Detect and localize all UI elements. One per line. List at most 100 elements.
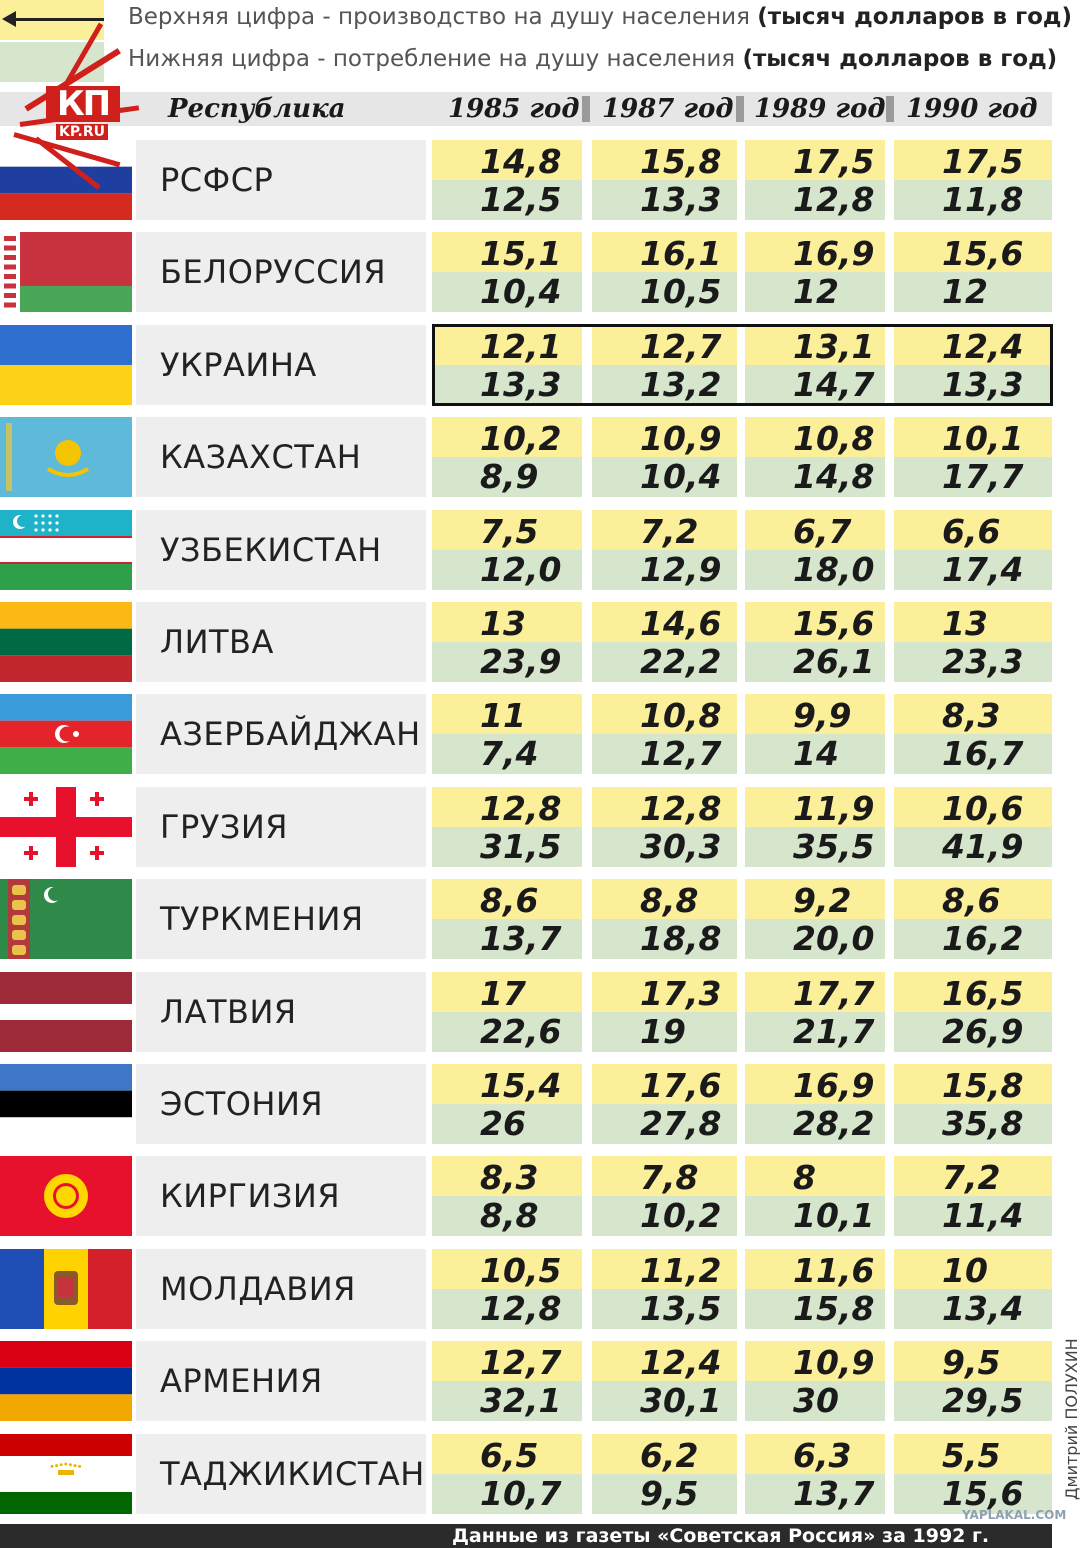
consumption-value: 30 bbox=[793, 1381, 839, 1421]
republic-cell: УКРАИНА bbox=[136, 324, 426, 405]
republic-cell: ЛАТВИЯ bbox=[136, 971, 426, 1052]
consumption-value: 22,2 bbox=[640, 642, 722, 681]
table-row: РСФСР 14,8 12,5 15,8 13,3 17,5 12,8 17,5 11,8 bbox=[0, 140, 1052, 220]
production-value: 10,5 bbox=[480, 1250, 562, 1290]
table-row: ТАДЖИКИСТАН 6,5 10,7 6,2 9,5 6,3 13,7 5,5 15,6 bbox=[0, 1433, 1052, 1514]
value-cell: 12,7 32,1 bbox=[432, 1341, 582, 1422]
header-year-1985: 1985 год bbox=[448, 94, 580, 124]
value-cell: 10,1 17,7 bbox=[894, 417, 1052, 498]
value-cell: 15,6 12 bbox=[894, 232, 1052, 313]
value-cell: 8 10,1 bbox=[745, 1156, 885, 1237]
republic-name: ТУРКМЕНИЯ bbox=[160, 900, 364, 939]
production-value: 8,6 bbox=[480, 881, 539, 921]
production-value: 12,7 bbox=[480, 1343, 562, 1383]
russia-flag-icon bbox=[0, 140, 132, 220]
value-cell: 7,5 12,0 bbox=[432, 509, 582, 590]
consumption-value: 9,5 bbox=[640, 1473, 699, 1513]
republic-name: БЕЛОРУССИЯ bbox=[160, 253, 387, 292]
table-row: ЛИТВА 13 23,9 14,6 22,2 15,6 26,1 13 23,3 bbox=[0, 602, 1052, 682]
value-cell: 12,8 31,5 bbox=[432, 786, 582, 867]
header-republic: Республика bbox=[168, 94, 346, 124]
production-value: 10,1 bbox=[942, 419, 1024, 459]
production-value: 10 bbox=[942, 1250, 988, 1290]
production-value: 8,3 bbox=[942, 696, 1001, 736]
consumption-value: 7,4 bbox=[480, 734, 539, 774]
production-value: 9,2 bbox=[793, 881, 852, 921]
republic-name: ЛАТВИЯ bbox=[160, 992, 297, 1031]
value-cell: 6,7 18,0 bbox=[745, 509, 885, 590]
value-cell: 6,6 17,4 bbox=[894, 509, 1052, 590]
latvia-flag-icon bbox=[0, 971, 132, 1052]
kp-logo: КП KP.RU bbox=[6, 22, 146, 190]
value-cell: 9,5 29,5 bbox=[894, 1341, 1052, 1422]
consumption-value: 13,7 bbox=[793, 1473, 875, 1513]
value-cell: 7,2 11,4 bbox=[894, 1156, 1052, 1237]
lithuania-flag-icon bbox=[0, 602, 132, 682]
production-value: 6,6 bbox=[942, 511, 1001, 551]
value-cell: 8,3 8,8 bbox=[432, 1156, 582, 1237]
value-cell: 6,5 10,7 bbox=[432, 1433, 582, 1514]
value-cell: 16,9 12 bbox=[745, 232, 885, 313]
value-cell: 10,5 12,8 bbox=[432, 1248, 582, 1329]
legend: Верхняя цифра - производство на душу нас… bbox=[0, 0, 1080, 84]
value-cell: 15,1 10,4 bbox=[432, 232, 582, 313]
production-value: 11 bbox=[480, 696, 526, 736]
value-cell: 7,8 10,2 bbox=[592, 1156, 737, 1237]
value-cell: 9,2 20,0 bbox=[745, 879, 885, 960]
consumption-value: 13,3 bbox=[480, 364, 562, 404]
republic-name: УЗБЕКИСТАН bbox=[160, 530, 382, 569]
value-cell: 14,8 12,5 bbox=[432, 140, 582, 220]
republic-cell: КАЗАХСТАН bbox=[136, 417, 426, 498]
value-cell: 17,7 21,7 bbox=[745, 971, 885, 1052]
republic-name: ЛИТВА bbox=[160, 623, 274, 661]
value-cell: 17,3 19 bbox=[592, 971, 737, 1052]
republic-cell: ТУРКМЕНИЯ bbox=[136, 879, 426, 960]
consumption-value: 13,2 bbox=[640, 364, 722, 404]
value-cell: 15,6 26,1 bbox=[745, 602, 885, 682]
consumption-value: 14,8 bbox=[793, 457, 875, 497]
production-value: 12,4 bbox=[640, 1343, 722, 1383]
consumption-value: 10,5 bbox=[640, 272, 722, 312]
republic-cell: ГРУЗИЯ bbox=[136, 786, 426, 867]
consumption-value: 13,4 bbox=[942, 1288, 1024, 1328]
production-value: 7,2 bbox=[640, 511, 699, 551]
republic-name: КАЗАХСТАН bbox=[160, 438, 362, 477]
republic-cell: КИРГИЗИЯ bbox=[136, 1156, 426, 1237]
republic-name: АЗЕРБАЙДЖАН bbox=[160, 715, 421, 754]
consumption-value: 10,7 bbox=[480, 1473, 562, 1513]
legend-production-unit: (тысяч долларов в год) bbox=[757, 4, 1073, 30]
republic-cell: ЭСТОНИЯ bbox=[136, 1064, 426, 1144]
production-value: 15,8 bbox=[942, 1066, 1024, 1105]
production-value: 10,2 bbox=[480, 419, 562, 459]
consumption-value: 14 bbox=[793, 734, 839, 774]
production-value: 12,1 bbox=[480, 326, 562, 366]
value-cell: 16,9 28,2 bbox=[745, 1064, 885, 1144]
production-value: 15,4 bbox=[480, 1066, 562, 1105]
armenia-flag-icon bbox=[0, 1341, 132, 1422]
production-value: 9,9 bbox=[793, 696, 852, 736]
republic-cell: АЗЕРБАЙДЖАН bbox=[136, 694, 426, 775]
production-value: 11,9 bbox=[793, 788, 875, 828]
value-cell: 13,1 14,7 bbox=[745, 324, 885, 405]
consumption-value: 16,2 bbox=[942, 919, 1024, 959]
value-cell: 12,1 13,3 bbox=[432, 324, 582, 405]
consumption-value: 8,9 bbox=[480, 457, 539, 497]
production-value: 8,6 bbox=[942, 881, 1001, 921]
consumption-value: 27,8 bbox=[640, 1104, 722, 1143]
production-value: 17,3 bbox=[640, 973, 722, 1013]
production-value: 13 bbox=[480, 604, 526, 643]
production-value: 15,8 bbox=[640, 142, 722, 181]
value-cell: 6,3 13,7 bbox=[745, 1433, 885, 1514]
value-cell: 16,1 10,5 bbox=[592, 232, 737, 313]
production-value: 15,1 bbox=[480, 234, 562, 274]
consumption-value: 8,8 bbox=[480, 1196, 539, 1236]
production-value: 17,5 bbox=[942, 142, 1024, 181]
consumption-value: 29,5 bbox=[942, 1381, 1024, 1421]
azerbaijan-flag-icon bbox=[0, 694, 132, 775]
value-cell: 17 22,6 bbox=[432, 971, 582, 1052]
value-cell: 14,6 22,2 bbox=[592, 602, 737, 682]
value-cell: 15,4 26 bbox=[432, 1064, 582, 1144]
value-cell: 16,5 26,9 bbox=[894, 971, 1052, 1052]
consumption-value: 10,1 bbox=[793, 1196, 875, 1236]
table-row: ТУРКМЕНИЯ 8,6 13,7 8,8 18,8 9,2 20,0 8,6 16,2 bbox=[0, 879, 1052, 960]
